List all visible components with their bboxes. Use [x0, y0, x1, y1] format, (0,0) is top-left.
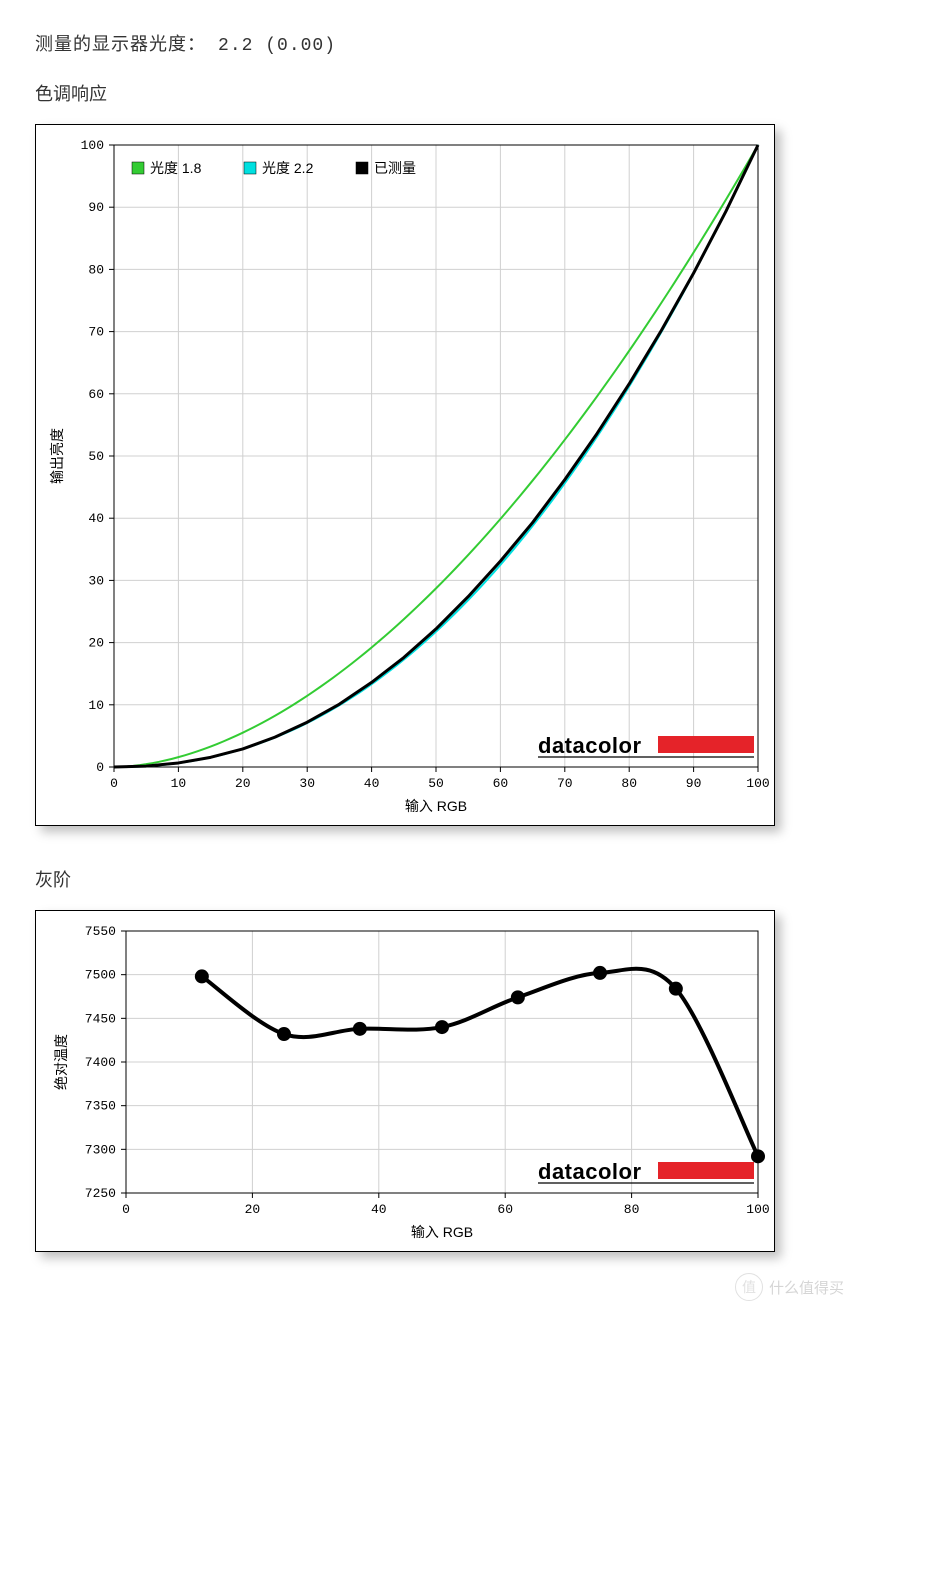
svg-text:60: 60: [497, 1202, 513, 1217]
svg-text:70: 70: [557, 776, 573, 791]
watermark: 值 什么值得买: [735, 1273, 844, 1301]
svg-text:0: 0: [96, 760, 104, 775]
svg-text:0: 0: [110, 776, 118, 791]
svg-text:100: 100: [81, 138, 104, 153]
svg-text:输入 RGB: 输入 RGB: [405, 798, 467, 814]
svg-text:40: 40: [371, 1202, 387, 1217]
svg-text:10: 10: [171, 776, 187, 791]
gamma-readout: 测量的显示器光度： 2.2 (0.00): [35, 30, 915, 56]
svg-text:30: 30: [299, 776, 315, 791]
svg-text:光度 1.8: 光度 1.8: [150, 160, 202, 176]
gamma-readout-value: 2.2 (0.00): [218, 36, 336, 56]
svg-text:7500: 7500: [85, 968, 116, 983]
svg-text:90: 90: [686, 776, 702, 791]
svg-text:80: 80: [88, 262, 104, 277]
svg-text:绝对温度: 绝对温度: [53, 1034, 69, 1090]
svg-text:datacolor: datacolor: [538, 733, 642, 758]
svg-text:7300: 7300: [85, 1142, 116, 1157]
svg-text:20: 20: [245, 1202, 261, 1217]
svg-text:70: 70: [88, 325, 104, 340]
svg-text:已测量: 已测量: [374, 160, 416, 176]
watermark-text: 什么值得买: [769, 1277, 844, 1298]
svg-text:10: 10: [88, 698, 104, 713]
svg-text:7550: 7550: [85, 924, 116, 939]
svg-text:80: 80: [624, 1202, 640, 1217]
svg-text:输入 RGB: 输入 RGB: [411, 1224, 473, 1240]
gamma-readout-label: 测量的显示器光度：: [35, 34, 206, 54]
chart1-svg: 0 10 20 30 40 50 60 70 80 90 100 0 10 20 30 40 50 60 70 80 9…: [36, 125, 776, 825]
svg-text:7450: 7450: [85, 1011, 116, 1026]
svg-text:50: 50: [428, 776, 444, 791]
svg-text:30: 30: [88, 573, 104, 588]
svg-text:40: 40: [88, 511, 104, 526]
svg-text:0: 0: [122, 1202, 130, 1217]
svg-text:20: 20: [88, 636, 104, 651]
chart2-title: 灰阶: [35, 866, 915, 892]
svg-text:50: 50: [88, 449, 104, 464]
svg-text:40: 40: [364, 776, 380, 791]
svg-text:7350: 7350: [85, 1099, 116, 1114]
svg-text:输出亮度: 输出亮度: [49, 428, 65, 484]
svg-text:7400: 7400: [85, 1055, 116, 1070]
watermark-icon: 值: [735, 1273, 763, 1301]
svg-text:100: 100: [746, 776, 769, 791]
tone-response-chart: 0 10 20 30 40 50 60 70 80 90 100 0 10 20 30 40 50 60 70 80 9…: [35, 124, 775, 826]
chart1-title: 色调响应: [35, 80, 915, 106]
svg-text:光度 2.2: 光度 2.2: [262, 160, 314, 176]
svg-text:60: 60: [88, 387, 104, 402]
svg-text:100: 100: [746, 1202, 769, 1217]
svg-text:7250: 7250: [85, 1186, 116, 1201]
svg-text:60: 60: [493, 776, 509, 791]
chart2-svg: 0 20 40 60 80 100 7250 7300 7350 7400 7450 7500 7550…: [36, 911, 776, 1251]
svg-text:datacolor: datacolor: [538, 1159, 642, 1184]
svg-text:20: 20: [235, 776, 251, 791]
svg-text:80: 80: [621, 776, 637, 791]
grayscale-chart: 0 20 40 60 80 100 7250 7300 7350 7400 7450 7500 7550…: [35, 910, 775, 1252]
svg-text:90: 90: [88, 200, 104, 215]
